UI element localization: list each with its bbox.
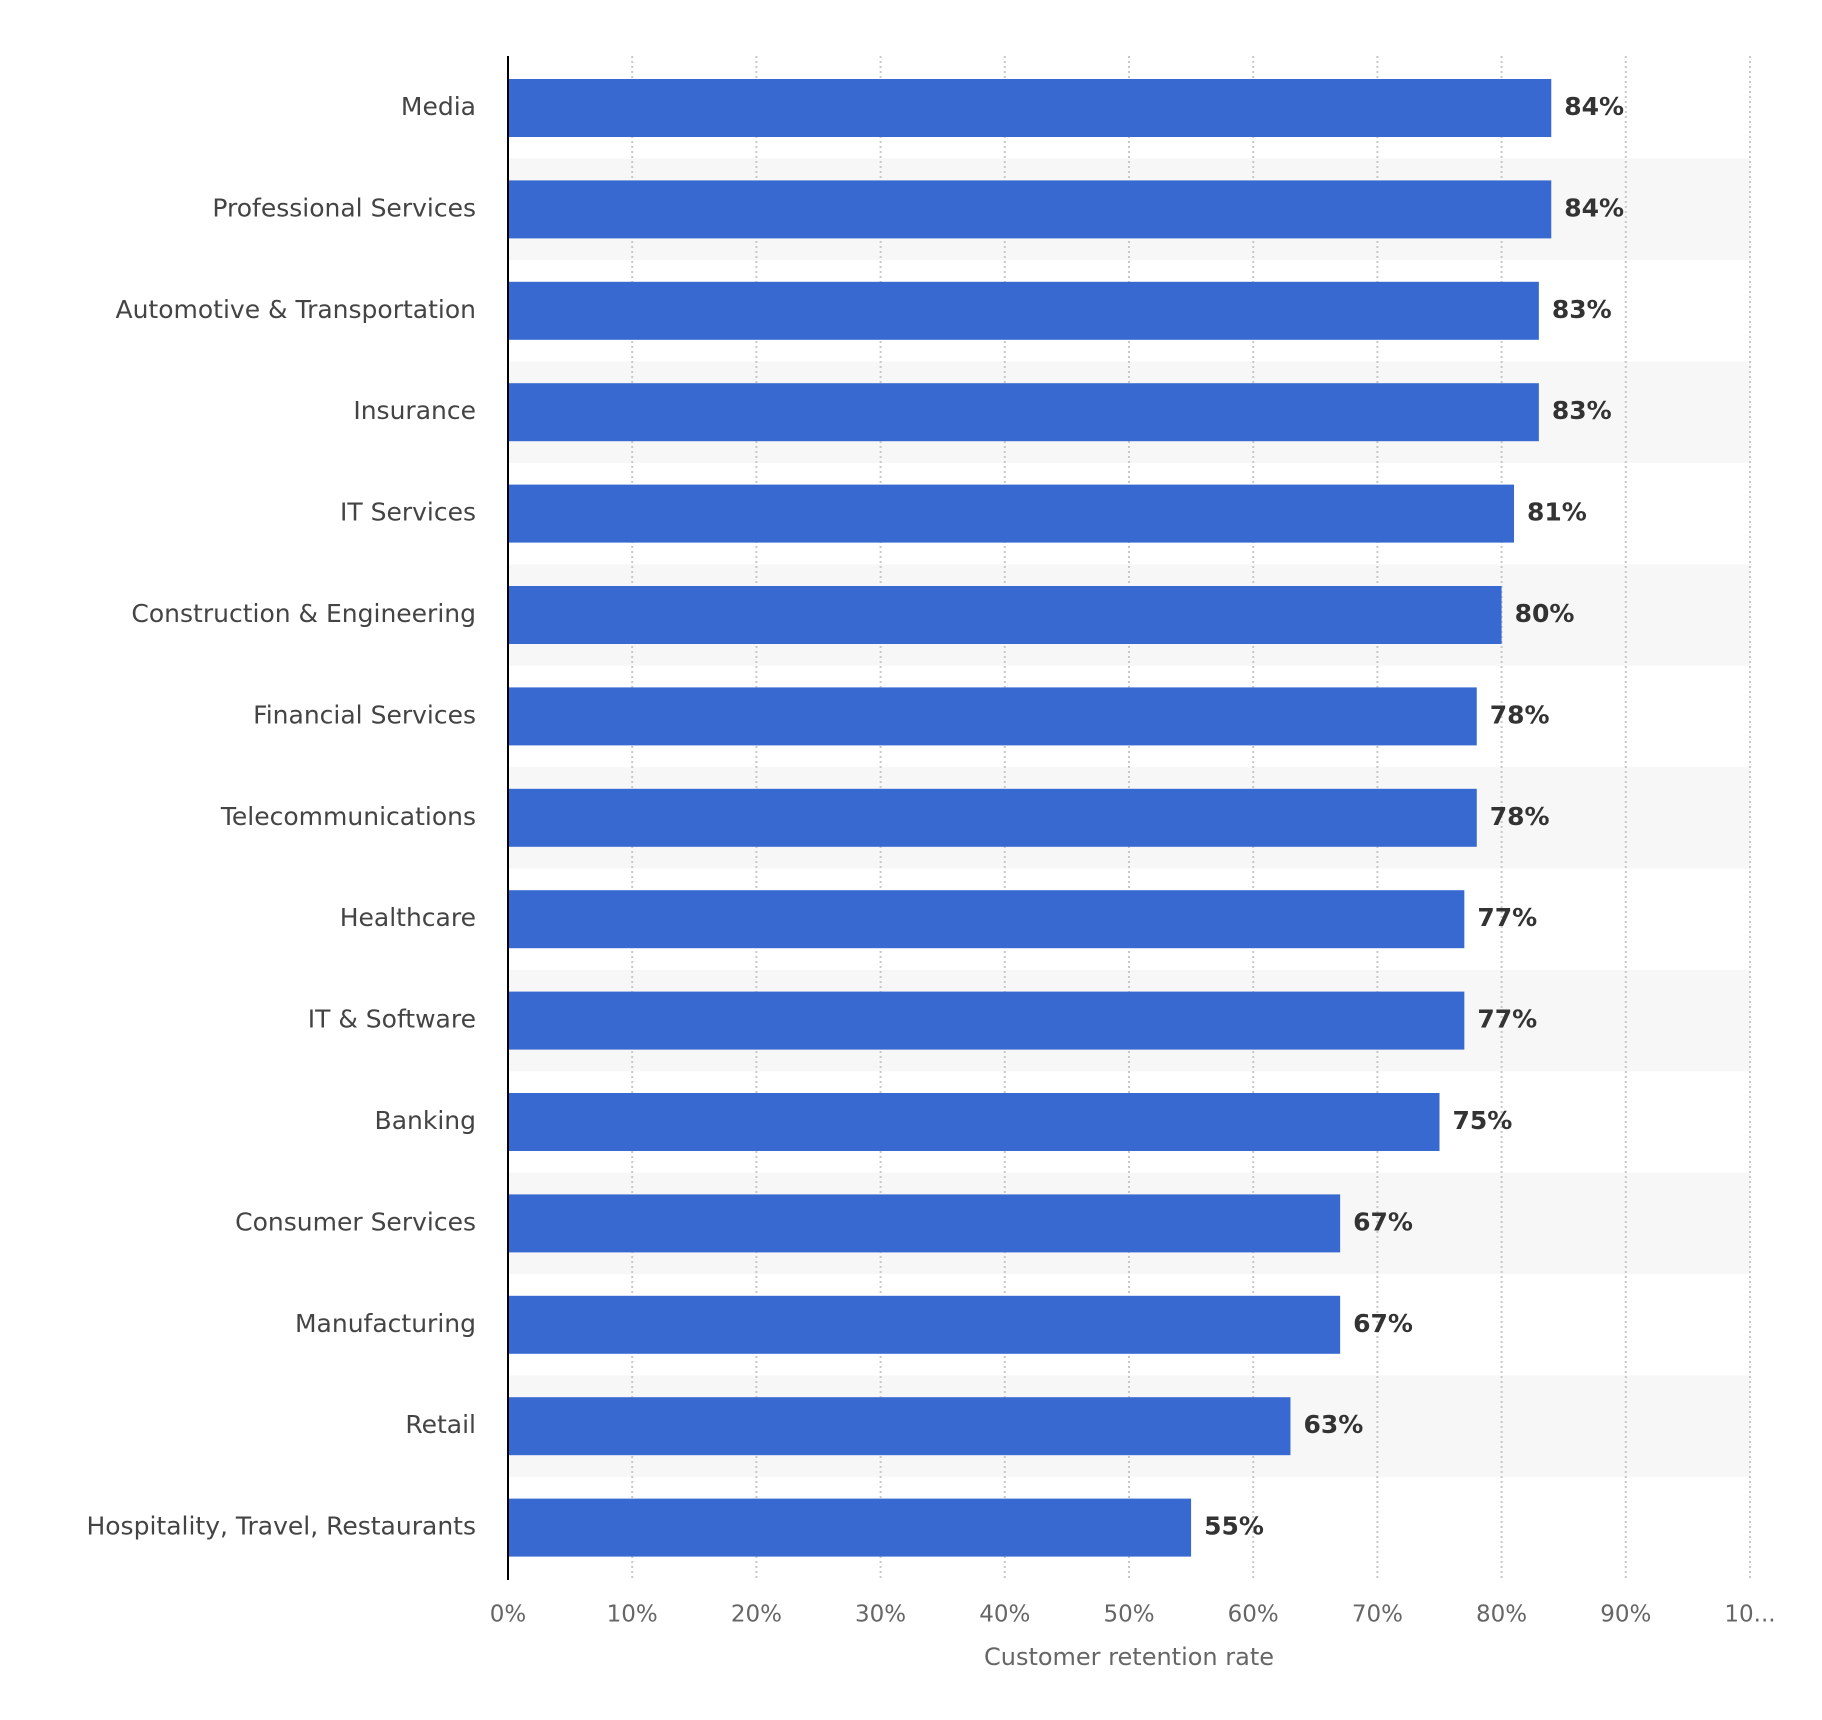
bar bbox=[508, 281, 1539, 340]
y-tick-label: IT Services bbox=[340, 498, 476, 527]
y-tick-label: Healthcare bbox=[340, 903, 476, 932]
y-tick-label: Consumer Services bbox=[235, 1207, 476, 1236]
value-label: 84% bbox=[1564, 92, 1624, 121]
bar bbox=[508, 1194, 1341, 1253]
y-tick-label: Construction & Engineering bbox=[131, 599, 476, 628]
bar bbox=[508, 180, 1552, 239]
y-tick-label: Telecommunications bbox=[220, 802, 476, 831]
value-label: 67% bbox=[1353, 1309, 1413, 1338]
x-tick-label: 90% bbox=[1600, 1602, 1651, 1628]
value-label: 55% bbox=[1204, 1512, 1264, 1541]
bar bbox=[508, 890, 1465, 949]
y-tick-label: Hospitality, Travel, Restaurants bbox=[86, 1512, 476, 1541]
value-label: 63% bbox=[1303, 1410, 1363, 1439]
y-tick-label: IT & Software bbox=[308, 1005, 476, 1034]
bar bbox=[508, 79, 1552, 137]
value-label: 78% bbox=[1490, 700, 1550, 729]
value-label: 84% bbox=[1564, 193, 1624, 222]
bar bbox=[508, 1498, 1192, 1557]
x-tick-label: 40% bbox=[979, 1602, 1030, 1628]
y-tick-label: Manufacturing bbox=[295, 1309, 476, 1338]
bar bbox=[508, 586, 1502, 644]
x-tick-label: 30% bbox=[855, 1602, 906, 1628]
bar bbox=[508, 991, 1465, 1050]
value-label: 75% bbox=[1453, 1106, 1513, 1135]
x-tick-label: 50% bbox=[1103, 1602, 1154, 1628]
y-tick-label: Professional Services bbox=[212, 193, 476, 222]
value-label: 80% bbox=[1515, 599, 1575, 628]
x-tick-label: 60% bbox=[1228, 1602, 1279, 1628]
x-axis-title: Customer retention rate bbox=[984, 1643, 1274, 1671]
value-label: 67% bbox=[1353, 1207, 1413, 1236]
value-label: 81% bbox=[1527, 498, 1587, 527]
x-tick-label: 10... bbox=[1724, 1602, 1775, 1628]
y-tick-label: Retail bbox=[405, 1410, 476, 1439]
bar bbox=[508, 1397, 1291, 1456]
bar bbox=[508, 788, 1477, 847]
y-tick-label: Media bbox=[401, 92, 476, 121]
x-tick-label: 10% bbox=[607, 1602, 658, 1628]
y-tick-label: Automotive & Transportation bbox=[115, 295, 476, 324]
x-tick-label: 0% bbox=[490, 1602, 527, 1628]
x-tick-label: 70% bbox=[1352, 1602, 1403, 1628]
value-label: 83% bbox=[1552, 396, 1612, 425]
value-label: 83% bbox=[1552, 295, 1612, 324]
bar bbox=[508, 1295, 1341, 1354]
bar bbox=[508, 383, 1539, 442]
y-tick-label: Banking bbox=[375, 1106, 476, 1135]
value-label: 77% bbox=[1477, 1005, 1537, 1034]
bar bbox=[508, 484, 1515, 543]
y-tick-label: Financial Services bbox=[253, 700, 476, 729]
bar bbox=[508, 687, 1477, 746]
value-label: 78% bbox=[1490, 802, 1550, 831]
bars: 84% 84% 83% 83% 81% 80% 78% 78% 77% 77% 75% 67% 67% 6… bbox=[508, 79, 1624, 1557]
value-label: 77% bbox=[1477, 903, 1537, 932]
y-tick-label: Insurance bbox=[353, 396, 476, 425]
bar bbox=[508, 1093, 1440, 1151]
x-tick-label: 80% bbox=[1476, 1602, 1527, 1628]
x-tick-label: 20% bbox=[731, 1602, 782, 1628]
